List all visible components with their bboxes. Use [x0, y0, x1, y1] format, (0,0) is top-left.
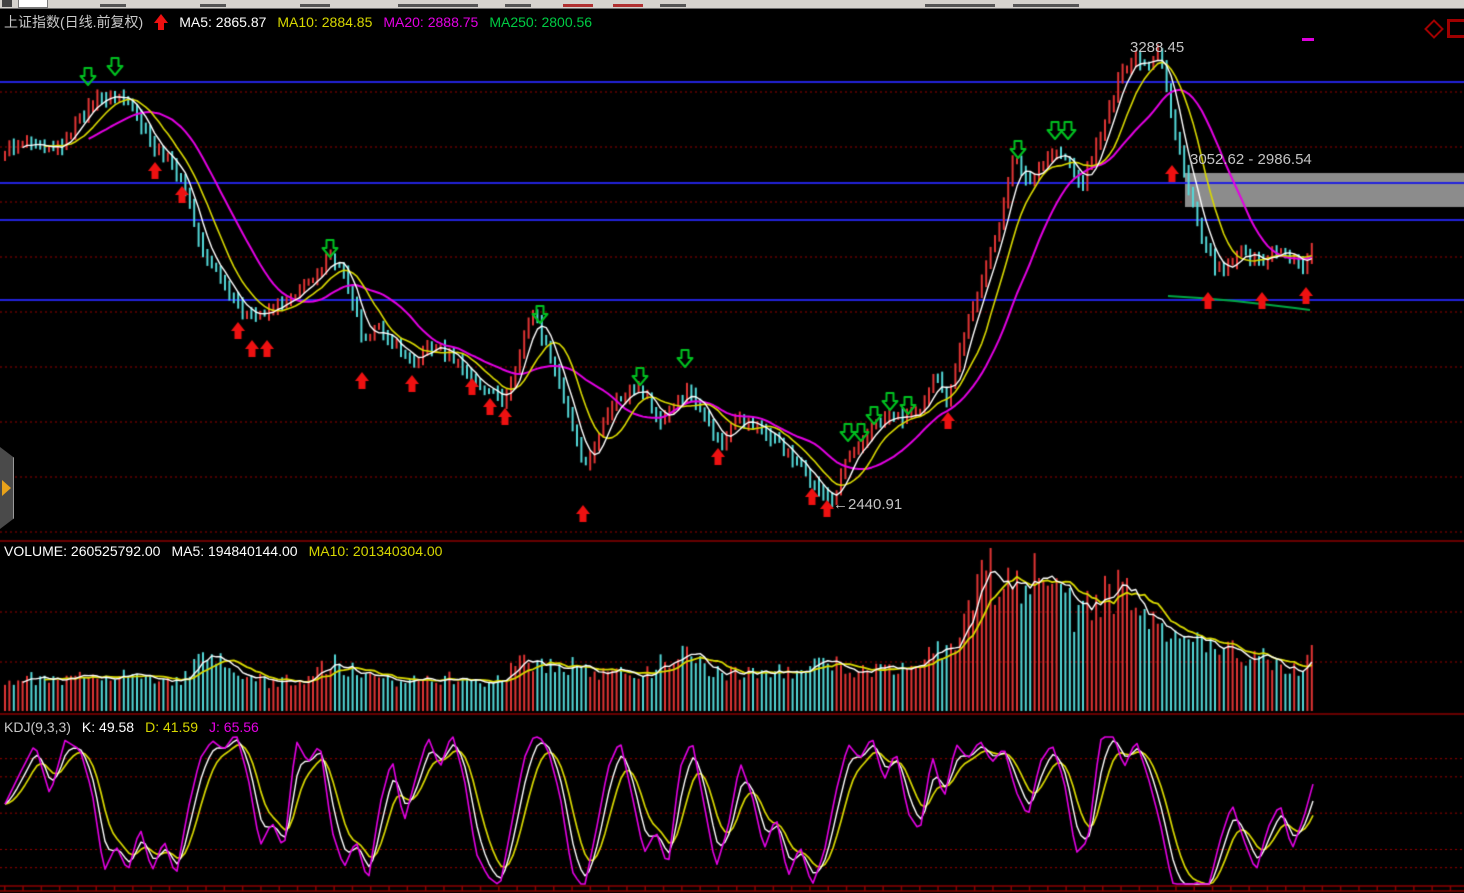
menu-item-stub	[398, 4, 478, 7]
menu-item-stub	[925, 4, 995, 7]
menu-item-stub	[200, 4, 226, 7]
menu-item-stub	[1013, 4, 1079, 7]
peak-price-label: 3288.45	[1130, 39, 1185, 56]
ma20-tick-mark	[1302, 38, 1314, 41]
menu-item-stub-red	[613, 4, 643, 7]
kdj-name: KDJ(9,3,3)	[4, 719, 71, 735]
ma5-value: MA5: 2865.87	[179, 14, 267, 30]
ma10-value: MA10: 2884.85	[277, 14, 373, 30]
sidebar-expand-handle[interactable]	[0, 447, 14, 529]
symbol-title: 上证指数(日线.前复权)	[4, 14, 144, 30]
expand-arrow-icon	[2, 480, 11, 496]
main-pane-header: 上证指数(日线.前复权) MA5: 2865.87 MA10: 2884.85 …	[4, 12, 592, 32]
ma250-value: MA250: 2800.56	[489, 14, 593, 30]
ma20-value: MA20: 2888.75	[383, 14, 479, 30]
menu-item-stub	[300, 4, 330, 7]
rect-tool-icon[interactable]	[1447, 19, 1464, 38]
app-icon	[2, 0, 12, 7]
volume-value: VOLUME: 260525792.00	[4, 543, 161, 559]
band-range-label: 3052.62 - 2986.54	[1190, 151, 1312, 168]
kdj-j-value: J: 65.56	[209, 719, 259, 735]
menu-item-stub-red	[563, 4, 593, 7]
menu-item-stub	[505, 4, 531, 7]
kdj-k-value: K: 49.58	[81, 719, 135, 735]
low-price-label: ←2440.91	[833, 496, 903, 513]
kdj-pane-header: KDJ(9,3,3) K: 49.58 D: 41.59 J: 65.56	[4, 719, 259, 735]
menu-item-stub	[660, 4, 686, 7]
menu-item-stub	[100, 4, 126, 7]
volume-ma10-value: MA10: 201340304.00	[308, 543, 443, 559]
menu-bar[interactable]	[0, 0, 1464, 9]
menu-input-stub	[18, 0, 48, 8]
volume-pane-header: VOLUME: 260525792.00 MA5: 194840144.00 M…	[4, 543, 442, 559]
volume-ma5-value: MA5: 194840144.00	[171, 543, 298, 559]
trend-up-arrow-icon	[154, 14, 169, 30]
kdj-d-value: D: 41.59	[145, 719, 199, 735]
